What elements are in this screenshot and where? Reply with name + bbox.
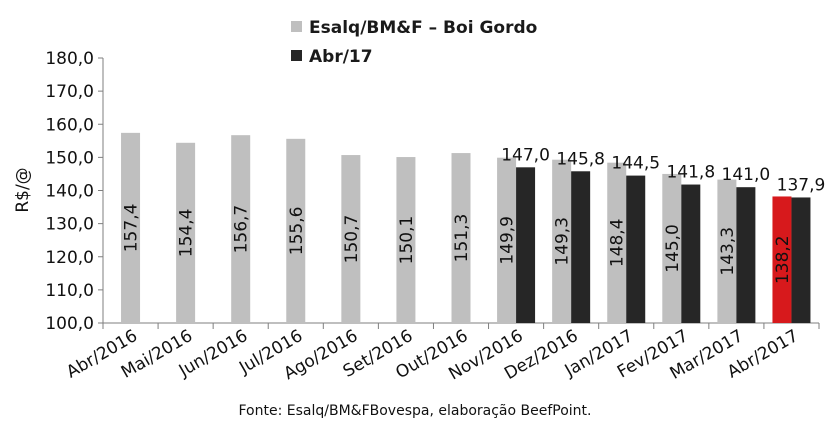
value-label-boi-gordo: 149,3 — [553, 217, 573, 266]
legend-label-boi-gordo: Esalq/BM&F – Boi Gordo — [309, 18, 537, 38]
value-label-abr17: 145,8 — [556, 149, 605, 169]
bar-boi-gordo — [552, 159, 572, 323]
y-tick-label: 170,0 — [45, 82, 94, 102]
y-tick-label: 120,0 — [45, 248, 94, 268]
bar-boi-gordo — [341, 155, 361, 323]
value-label-boi-gordo: 150,7 — [342, 215, 362, 264]
bar-boi-gordo — [121, 132, 141, 323]
value-label-boi-gordo: 149,9 — [498, 216, 518, 265]
y-tick-label: 110,0 — [45, 281, 94, 301]
value-label-boi-gordo: 157,4 — [122, 204, 142, 253]
y-tick-label: 150,0 — [45, 148, 94, 168]
value-label-boi-gordo: 151,3 — [452, 214, 472, 263]
bar-boi-gordo — [662, 173, 682, 323]
bar-abr17 — [626, 175, 646, 323]
legend-swatch-boi-gordo — [291, 21, 302, 32]
value-label-abr17: 137,9 — [777, 175, 826, 195]
value-label-boi-gordo: 138,2 — [773, 235, 793, 284]
y-tick-labels: 100,0 110,0 120,0 130,0 140,0 150,0 160,0 170,0… — [45, 49, 94, 334]
bar-boi-gordo — [497, 157, 517, 323]
bar-boi-gordo — [717, 179, 737, 323]
legend-swatch-abr17 — [291, 50, 302, 61]
value-label-abr17: 141,8 — [666, 163, 715, 183]
value-label-abr17: 147,0 — [501, 145, 550, 165]
bars — [121, 132, 811, 323]
bar-boi-gordo — [607, 162, 627, 323]
bar-abr17 — [681, 184, 701, 323]
source-note: Fonte: Esalq/BM&FBovespa, elaboração Bee… — [239, 403, 592, 419]
bar-abr17 — [516, 167, 536, 323]
bar-boi-gordo — [396, 157, 416, 323]
bar-abr17 — [571, 171, 591, 323]
bar-boi-gordo — [176, 142, 196, 323]
value-label-boi-gordo: 148,4 — [608, 219, 628, 268]
y-tick-label: 130,0 — [45, 215, 94, 235]
value-label-boi-gordo: 145,0 — [663, 224, 683, 273]
value-label-boi-gordo: 143,3 — [718, 227, 738, 276]
bar-abr17 — [736, 187, 756, 323]
value-label-boi-gordo: 154,4 — [177, 209, 197, 258]
y-tick-label: 180,0 — [45, 49, 94, 69]
y-tick-label: 160,0 — [45, 115, 94, 135]
value-label-boi-gordo: 155,6 — [287, 207, 307, 256]
legend: Esalq/BM&F – Boi Gordo Abr/17 — [291, 18, 537, 67]
legend-label-abr17: Abr/17 — [309, 47, 373, 67]
bar-boi-gordo — [231, 135, 251, 323]
value-label-abr17: 141,0 — [722, 165, 771, 185]
x-tick-labels: Abr/2016Mai/2016Jun/2016Jul/2016Ago/2016… — [63, 326, 802, 384]
y-axis-label: R$/@ — [13, 167, 33, 212]
value-label-boi-gordo: 150,1 — [397, 216, 417, 265]
bar-boi-gordo — [451, 153, 471, 323]
y-tick-label: 140,0 — [45, 182, 94, 202]
value-labels: 157,4 154,4 156,7 155,6 150,7 150,1 151,3 149,9… — [122, 145, 826, 284]
bar-abr17 — [791, 197, 811, 323]
value-label-abr17: 144,5 — [611, 154, 660, 174]
value-label-boi-gordo: 156,7 — [232, 205, 252, 254]
y-tick-label: 100,0 — [45, 314, 94, 334]
bar-boi-gordo — [772, 196, 792, 323]
bar-boi-gordo — [286, 138, 306, 323]
